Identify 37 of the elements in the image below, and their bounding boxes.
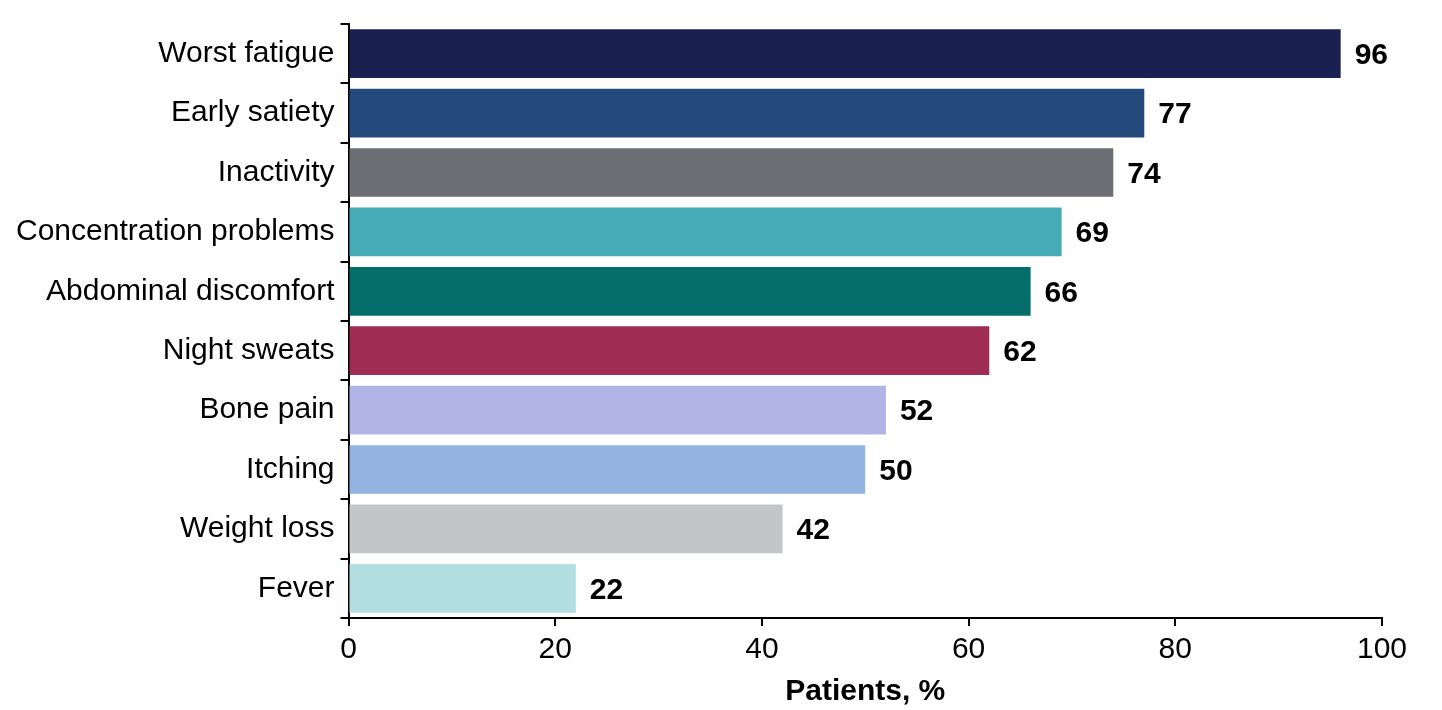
data-label: 42: [796, 512, 830, 546]
x-tick-label: 20: [538, 631, 572, 665]
bar: [349, 88, 1145, 138]
x-tick-label: 60: [951, 631, 986, 665]
x-tick-label: 40: [745, 631, 779, 665]
data-label: 22: [589, 571, 624, 605]
x-axis-title: Patients, %: [785, 673, 946, 707]
y-tick-label: Abdominal discomfort: [46, 272, 336, 306]
bar: [349, 148, 1114, 197]
y-tick-label: Concentration problems: [15, 213, 335, 247]
data-label: 74: [1127, 155, 1161, 189]
bar: [349, 29, 1341, 79]
y-tick-label: Weight loss: [179, 510, 335, 544]
data-label: 77: [1158, 96, 1192, 130]
data-label: 69: [1075, 215, 1109, 249]
y-tick-label: Itching: [246, 450, 335, 484]
y-tick-label: Early satiety: [171, 94, 335, 128]
x-tick-label: 100: [1356, 631, 1408, 665]
data-label: 50: [879, 452, 913, 486]
y-tick-label: Fever: [257, 569, 335, 603]
bar: [349, 266, 1031, 316]
bar: [349, 207, 1062, 257]
y-tick-label: Inactivity: [217, 153, 335, 187]
bar: [349, 563, 576, 613]
data-label: 66: [1044, 274, 1078, 308]
data-label: 62: [1003, 333, 1037, 367]
data-label: 96: [1354, 36, 1389, 70]
x-tick-label: 80: [1158, 631, 1192, 665]
bar: [349, 326, 990, 376]
bar: [349, 385, 886, 435]
bar: [349, 445, 866, 494]
y-tick-label: Worst fatigue: [158, 34, 335, 68]
y-tick-label: Bone pain: [199, 391, 335, 425]
x-tick-label: 0: [340, 631, 357, 665]
bar: [349, 504, 783, 554]
data-label: 52: [899, 393, 934, 427]
y-tick-label: Night sweats: [162, 331, 335, 365]
